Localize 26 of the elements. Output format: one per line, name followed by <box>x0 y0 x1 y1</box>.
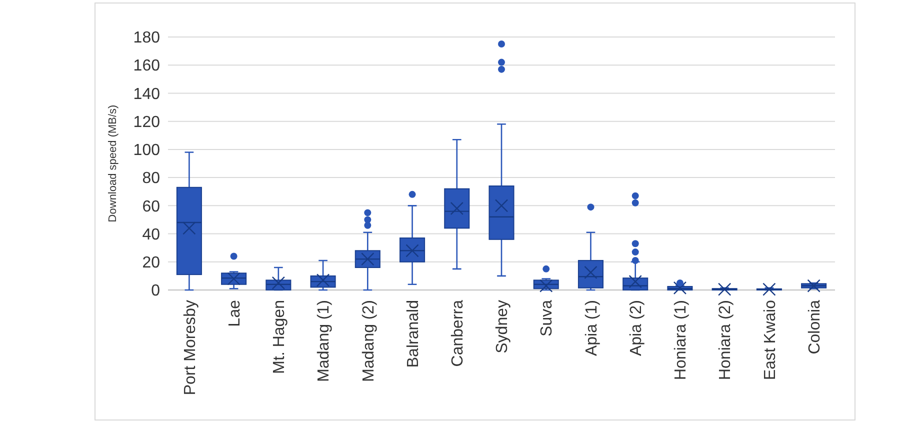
x-tick-label: Balranald <box>404 300 422 368</box>
x-tick-label: Apia (1) <box>583 300 600 356</box>
y-tick-label: 160 <box>133 58 160 75</box>
x-tick-label: Honiara (2) <box>717 300 734 380</box>
x-tick-label: Suva <box>538 300 556 336</box>
x-tick-label: Canberra <box>449 300 466 367</box>
y-tick-label: 0 <box>151 282 160 300</box>
y-tick-label: 60 <box>142 198 160 216</box>
y-tick-label: 100 <box>133 142 160 160</box>
x-tick-label: Madang (2) <box>360 300 378 382</box>
x-tick-label: Mt. Hagen <box>271 300 288 374</box>
y-tick-label: 120 <box>133 114 160 131</box>
x-tick-label: Madang (1) <box>316 300 333 382</box>
y-axis-title: Download speed (MB/s) <box>107 104 119 222</box>
y-tick-label: 180 <box>133 30 160 47</box>
y-tick-label: 80 <box>142 170 160 188</box>
y-tick-label: 40 <box>142 226 160 244</box>
x-tick-label: Apia (2) <box>628 300 645 356</box>
x-tick-label: Sydney <box>494 300 512 354</box>
y-tick-label: 20 <box>142 254 160 272</box>
x-tick-label: Lae <box>226 300 244 327</box>
y-tick-label: 140 <box>133 86 160 103</box>
x-tick-label: East Kwaio <box>762 300 779 380</box>
x-tick-label: Colonia <box>806 300 824 354</box>
x-tick-label: Port Moresby <box>182 300 199 396</box>
x-tick-label: Honiara (1) <box>672 300 690 380</box>
